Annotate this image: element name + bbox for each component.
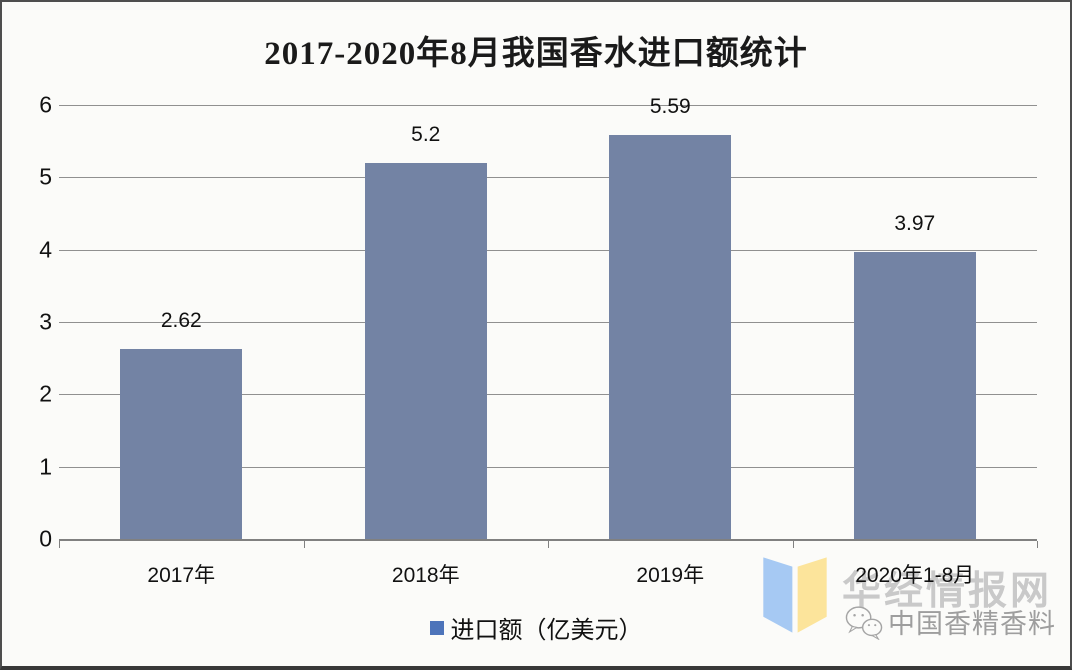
y-axis-tick-label: 4: [39, 236, 52, 263]
bar: [853, 251, 976, 539]
huajing-logo-icon: [763, 557, 827, 633]
x-axis-category-label: 2018年: [391, 564, 460, 587]
bar-value-label: 3.97: [894, 211, 936, 235]
gridline: [59, 249, 1037, 251]
x-axis-category-label: 2019年: [636, 564, 705, 587]
legend: 进口额（亿美元）: [2, 610, 1070, 645]
gridline: [59, 177, 1037, 179]
chart-title: 2017-2020年8月我国香水进口额统计: [264, 36, 808, 72]
watermark-wechat-name: 中国香精香料: [888, 609, 1056, 639]
x-axis-tick: [792, 540, 794, 548]
wechat-icon: [845, 605, 883, 640]
y-axis-tick-label: 2: [39, 380, 52, 407]
bar-value-label: 5.59: [649, 94, 691, 118]
x-axis-category-label: 2020年1-8月: [855, 564, 975, 587]
bar: [364, 162, 487, 539]
gridline: [59, 466, 1037, 468]
gridline: [59, 321, 1037, 323]
watermark-wechat-row: 中国香精香料: [844, 602, 1056, 641]
x-axis-tick: [1037, 540, 1038, 548]
bar-value-label: 5.2: [411, 122, 441, 146]
x-axis-tick: [548, 540, 549, 548]
gridline: [59, 105, 1037, 106]
bar: [609, 134, 732, 539]
y-axis-tick-label: 1: [39, 453, 52, 479]
legend-label: 进口额（亿美元）: [450, 617, 643, 644]
x-axis-category-label: 2017年: [147, 564, 216, 587]
bar-value-label: 2.62: [160, 309, 202, 333]
bar: [120, 349, 243, 539]
y-axis-tick-label: 0: [39, 525, 52, 552]
legend-marker-swatch: [429, 620, 444, 635]
y-axis-tick-label: 5: [39, 163, 52, 190]
y-axis-tick-label: 3: [39, 308, 52, 335]
gridline: [59, 394, 1037, 396]
x-axis-line: [59, 538, 1037, 541]
x-axis-tick: [303, 540, 305, 548]
watermark-site-name: 华经情报网: [842, 570, 1053, 613]
y-axis-tick-label: 6: [39, 91, 52, 118]
x-axis-tick: [59, 540, 60, 548]
